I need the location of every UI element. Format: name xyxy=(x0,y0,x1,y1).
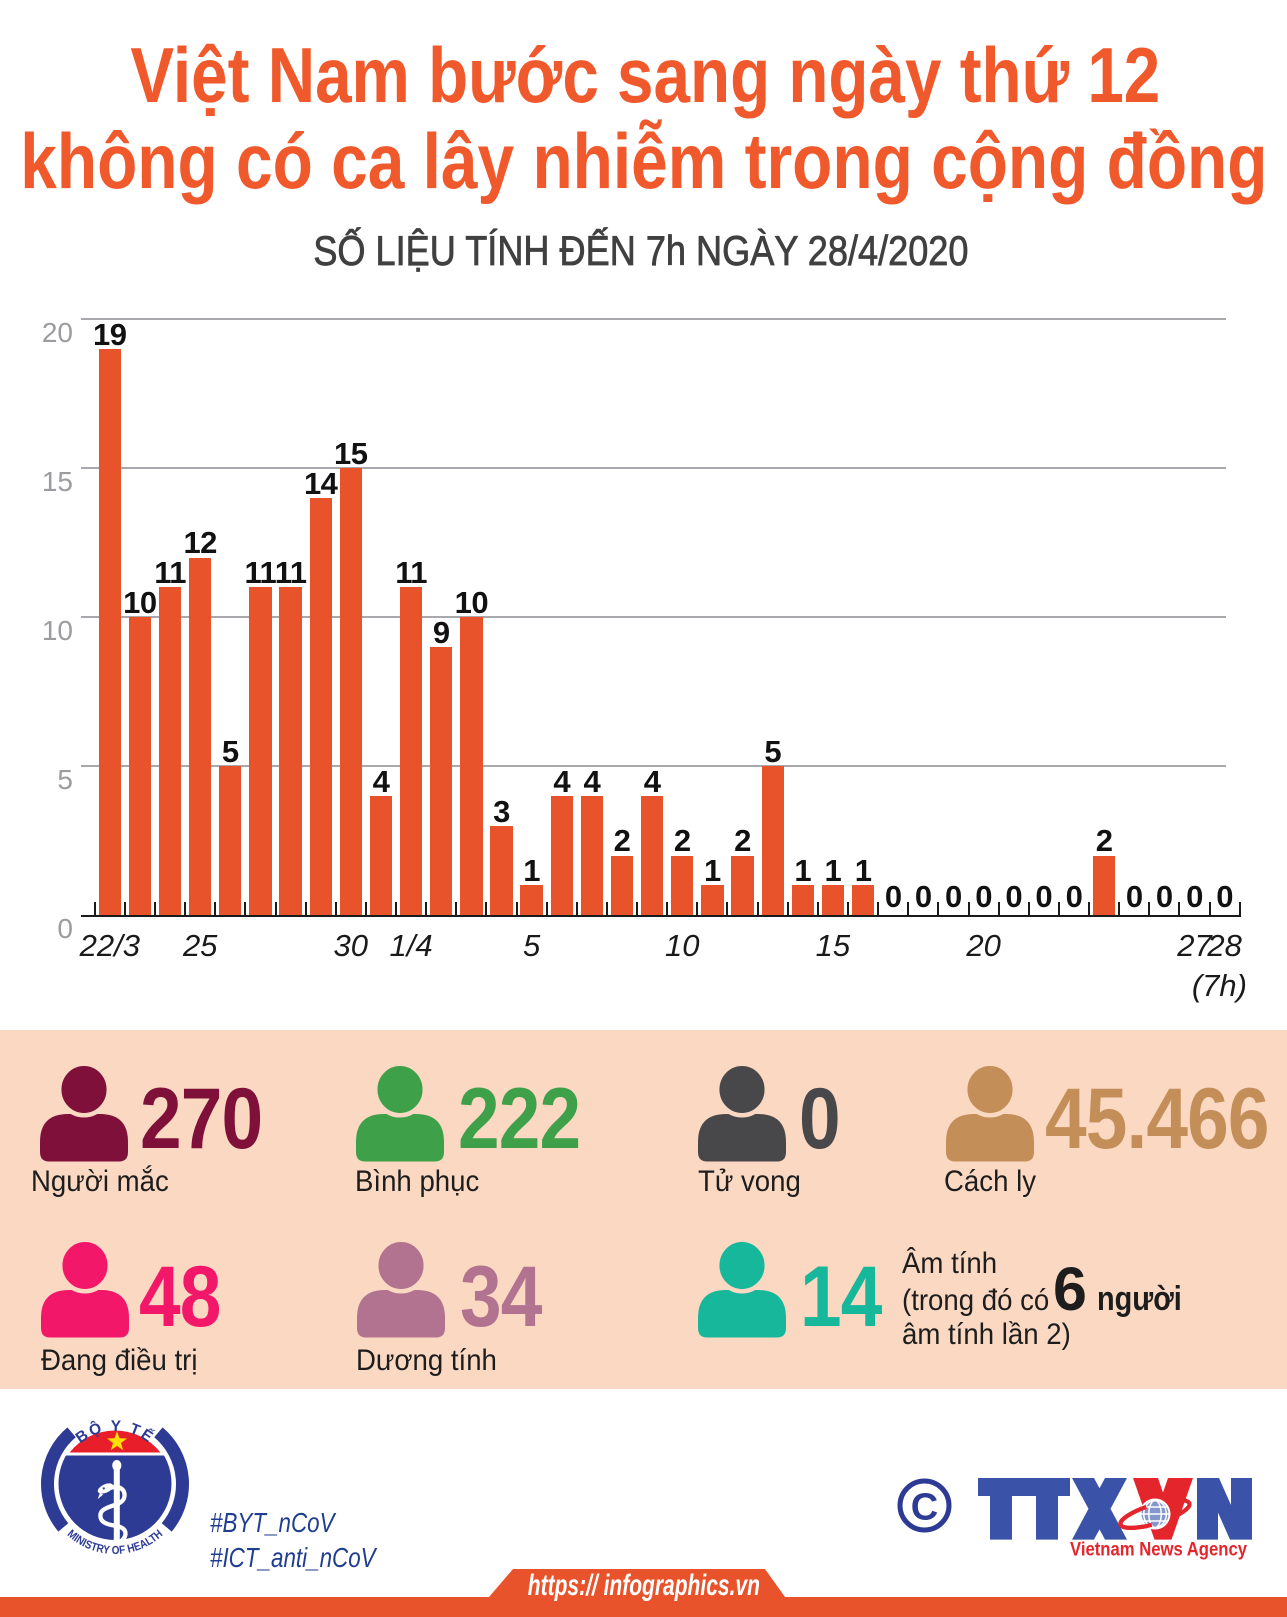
svg-text:Vietnam News Agency: Vietnam News Agency xyxy=(1070,1539,1247,1561)
svg-text:C: C xyxy=(911,1487,938,1529)
